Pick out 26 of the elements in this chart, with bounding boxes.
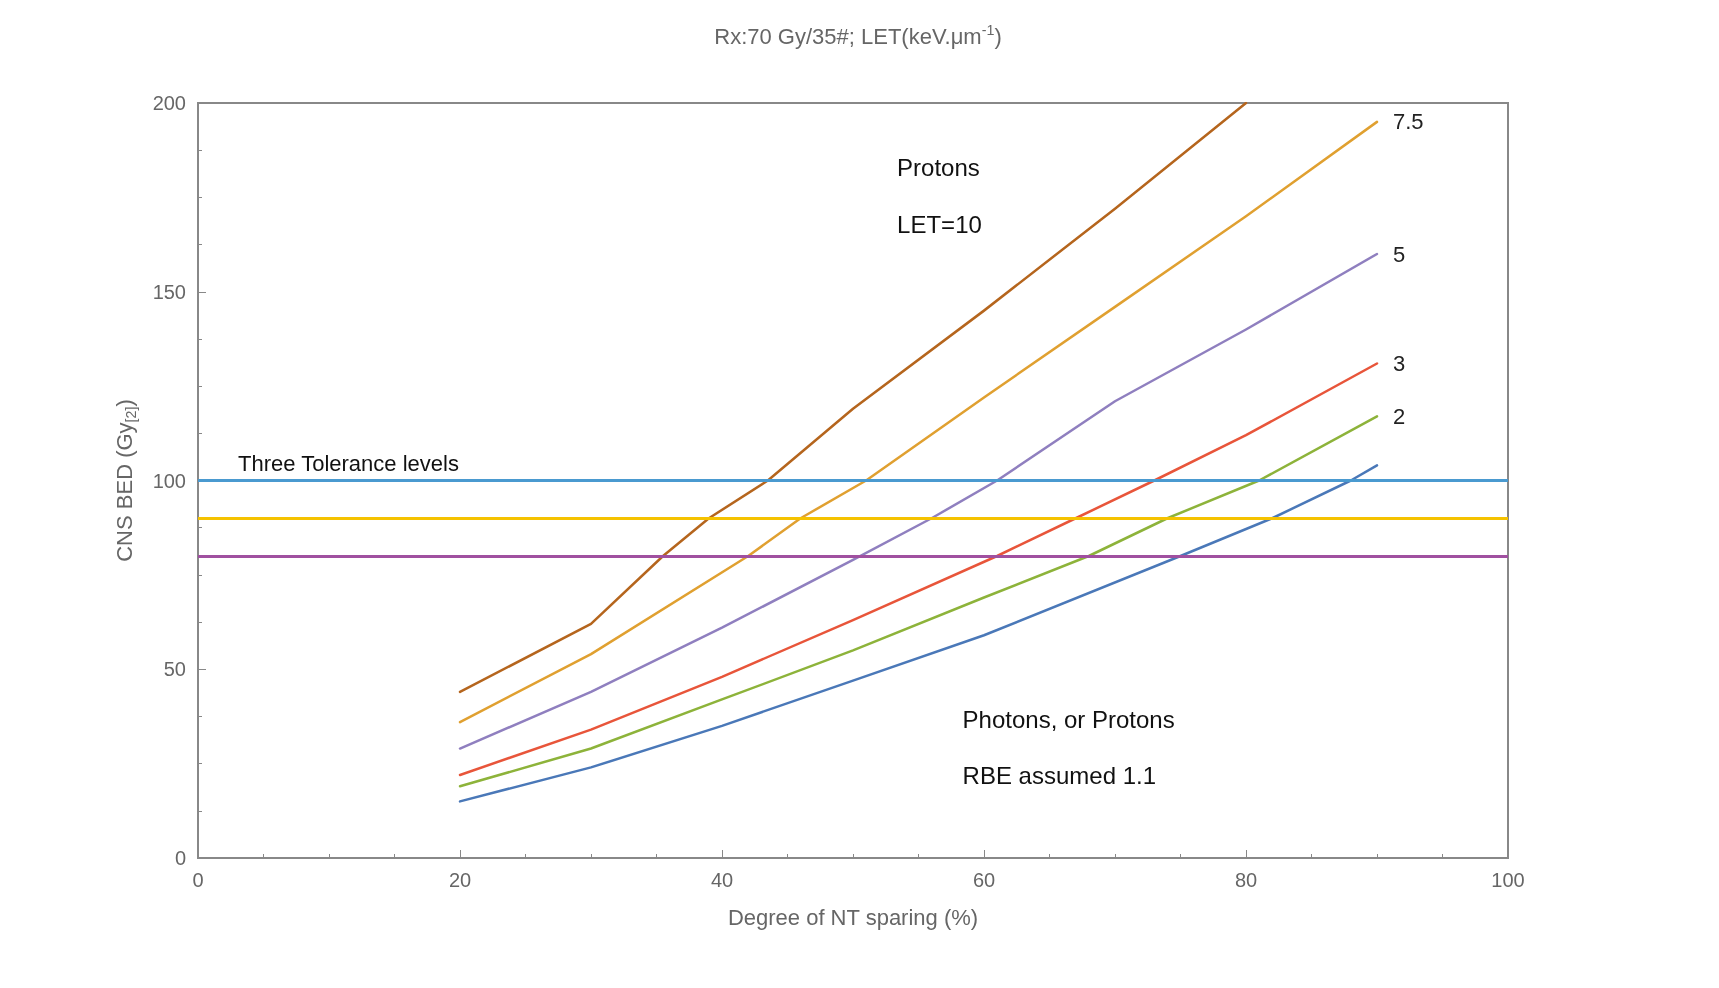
x-tick-label: 40 (710, 869, 734, 891)
line-series (458, 101, 1248, 694)
y-tick-label: 0 (174, 847, 186, 869)
annotation: Photons, or Protons (962, 705, 1175, 733)
x-axis-title: Degree of NT sparing (%) (727, 904, 979, 930)
ref-line-label: Three Tolerance levels (238, 451, 459, 476)
series-label: 5 (1393, 241, 1406, 267)
x-tick-label: 0 (192, 869, 204, 891)
line-series (458, 415, 1379, 788)
series-label: 2 (1393, 403, 1406, 429)
x-tick-label: 100 (1491, 869, 1525, 891)
y-tick-label: 150 (152, 280, 186, 303)
y-tick-label: 100 (152, 469, 186, 492)
x-tick-label: 80 (1234, 869, 1258, 891)
series-label: 3 (1393, 350, 1406, 376)
annotation: Protons (897, 154, 980, 182)
y-tick-label: 200 (152, 92, 186, 114)
line-series (458, 252, 1379, 750)
series-label: 7.5 (1393, 109, 1424, 135)
x-tick-label: 60 (972, 869, 996, 891)
annotation: RBE assumed 1.1 (962, 762, 1157, 790)
y-axis-title: CNS BED (Gy[2]) (111, 399, 139, 562)
x-tick-label: 20 (448, 869, 472, 891)
annotation: LET=10 (897, 210, 982, 238)
line-series (458, 464, 1379, 803)
y-tick-label: 50 (163, 658, 186, 681)
